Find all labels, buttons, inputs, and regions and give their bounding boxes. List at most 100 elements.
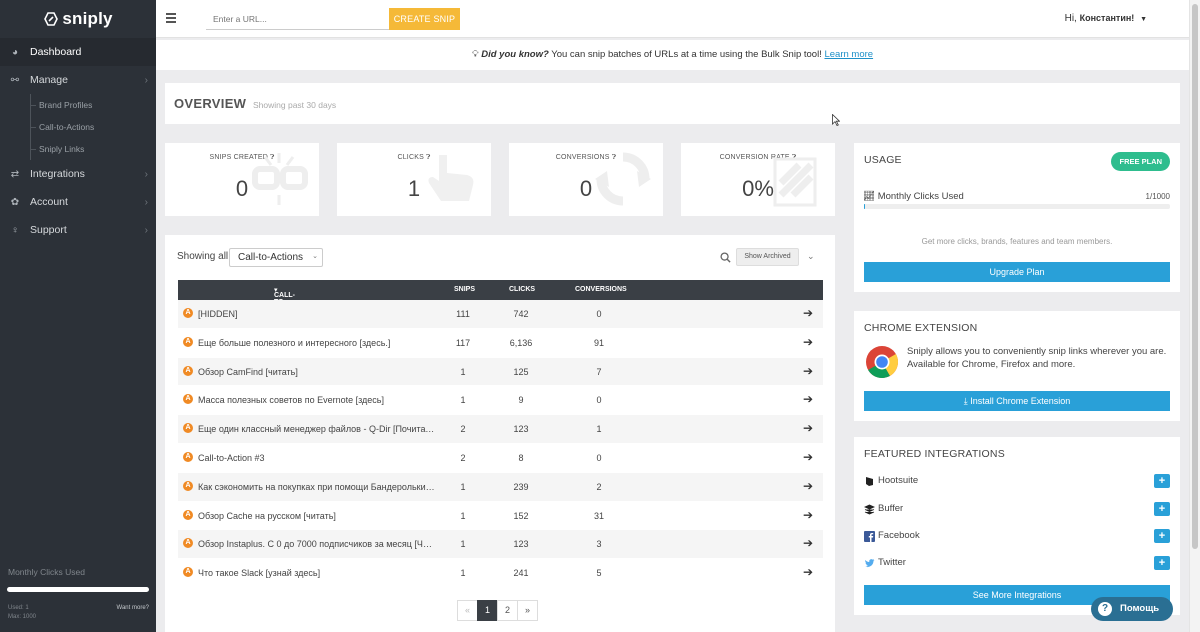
cta-snips: 1 [460,481,466,492]
column-header-conversions[interactable]: CONVERSIONS [575,286,627,293]
cta-name: Call-to-Action #3 [198,452,265,463]
arrow-right-icon[interactable]: ➔ [802,478,813,493]
cta-clicks: 8 [518,452,524,463]
cta-clicks: 123 [513,424,529,435]
scrollbar-thumb[interactable] [1192,4,1198,549]
cta-snips: 111 [456,309,470,319]
integration-hootsuite: Hootsuite + [864,474,1170,489]
create-snip-button[interactable]: CREATE SNIP [389,8,460,30]
table-row[interactable]: A Обзор CamFind [читать] 1 125 7 ➔ [178,357,823,387]
table-row[interactable]: A Еще один классный менеджер файлов - Q-… [178,415,823,444]
menu-icon[interactable] [166,13,176,25]
arrow-right-icon[interactable]: ➔ [802,449,813,464]
pagination-next[interactable]: » [517,600,538,621]
stat-title-text: CLICKS [397,154,424,161]
monthly-clicks-value: 1/1000 [1145,192,1170,201]
add-twitter-button[interactable]: + [1154,556,1170,570]
plan-badge: FREE PLAN [1111,152,1170,171]
link-icon: ⚯ [10,74,20,86]
sidebar-item-account[interactable]: ✿ Account › [0,188,156,216]
table-row[interactable]: A Обзор Instaplus. С 0 до 7000 подписчик… [178,530,823,560]
install-button-label: Install Chrome Extension [970,396,1071,406]
stat-conversions: CONVERSIONS ❓︎ 0 [509,143,663,216]
sidebar-item-dashboard[interactable]: ◕ Dashboard [0,38,156,66]
pagination-prev[interactable]: « [457,600,478,621]
sidebar-subitem-label: Sniply Links [39,144,85,154]
sidebar-subitem-call-to-actions[interactable]: Call-to-Actions [0,116,156,138]
scrollbar[interactable] [1189,0,1200,632]
arrow-right-icon[interactable]: ➔ [802,565,813,580]
table-row[interactable]: A Что такое Slack [узнай здесь] 1 241 5 … [178,559,823,588]
sniply-logo-icon [44,12,59,26]
cta-snips: 117 [455,337,471,348]
table-header: CALL-TO-ACTIONS▾ SNIPS CLICKS CONVERSION… [178,280,823,313]
table-row[interactable]: A Call-to-Action #3 2 8 0 ➔ [178,444,823,473]
arrow-right-icon[interactable]: ➔ [802,392,813,407]
arrow-right-icon[interactable]: ➔ [802,363,813,378]
sidebar-item-manage[interactable]: ⚯ Manage › [0,66,156,94]
cta-clicks: 239 [513,481,529,492]
learn-more-link[interactable]: Learn more [824,49,874,60]
table-row[interactable]: A [HIDDEN] 111 742 0 ➔ [178,300,823,329]
sniply-logo[interactable]: sniply [0,0,156,38]
question-icon[interactable]: ❓︎ [426,154,431,161]
sidebar-clicks-used: Used: 1 [8,605,29,611]
table-row[interactable]: A Масса полезных советов по Evernote [зд… [178,386,823,416]
cta-snips: 1 [460,539,466,550]
top-bar: CREATE SNIP Hi, Константин! ▼ [156,0,1189,38]
arrow-right-icon[interactable]: ➔ [802,306,813,320]
integration-label: Facebook [878,530,920,541]
arrow-right-icon[interactable]: ➔ [802,421,813,436]
greeting: Hi, [1064,13,1077,24]
arrow-right-icon[interactable]: ➔ [802,536,813,551]
arrow-right-icon[interactable]: ➔ [802,334,813,349]
cta-clicks: 6,136 [509,337,533,348]
install-chrome-extension-button[interactable]: ⤓ Install Chrome Extension [864,391,1170,411]
twitter-icon [865,559,875,568]
link-icon [252,153,308,205]
search-icon[interactable] [720,252,731,263]
column-header-cta[interactable]: CALL-TO-ACTIONS▾ [274,286,306,313]
sidebar-clicks-counts: Used: 1 Max: 1000 [8,604,36,622]
chevron-right-icon: › [144,168,148,180]
want-more-link[interactable]: Want more? [116,605,149,611]
add-hootsuite-button[interactable]: + [1154,474,1170,488]
table-row[interactable]: A Обзор Cache на русском [читать] 1 152 … [178,502,823,531]
stat-value: 0% [742,176,774,201]
column-header-snips[interactable]: SNIPS [454,286,476,293]
pagination-page-2[interactable]: 2 [497,600,518,621]
question-icon[interactable]: ❓︎ [611,154,617,161]
facebook-icon [864,531,875,542]
sidebar-item-support[interactable]: ♀ Support › [0,216,156,244]
show-archived-button[interactable]: Show Archived [736,248,799,266]
stat-clicks: CLICKS ❓︎ 1 [337,143,491,216]
usage-panel: USAGE FREE PLAN 📈︎ Monthly Clicks Used 1… [854,143,1180,292]
add-buffer-button[interactable]: + [1154,502,1170,516]
sidebar-item-integrations[interactable]: ⇄ Integrations › [0,160,156,188]
cta-filter-select[interactable]: Call-to-Actions ⌄ [229,248,323,267]
sidebar-item-label: Manage [30,74,68,86]
chevron-down-icon[interactable]: ⌄ [807,251,815,261]
stat-title: CONVERSIONS ❓︎ [509,154,663,162]
url-input[interactable] [206,8,389,30]
user-name: Константин! [1079,13,1135,23]
cta-conversions: 91 [593,337,604,348]
pagination-page-1[interactable]: 1 [477,600,498,621]
table-row[interactable]: A Как сэкономить на покупках при помощи … [178,472,823,502]
cta-clicks: 125 [513,366,529,377]
cta-conversions: 31 [593,510,604,521]
upgrade-plan-button[interactable]: Upgrade Plan [864,262,1170,282]
sidebar-subitem-brand-profiles[interactable]: Brand Profiles [0,94,156,116]
help-button[interactable]: ? Помощь [1091,597,1173,621]
swap-icon: ⇄ [10,168,20,180]
column-header-clicks[interactable]: CLICKS [509,286,536,293]
cta-badge-icon: A [183,451,193,462]
user-menu[interactable]: Hi, Константин! ▼ [1065,13,1147,24]
table-row[interactable]: A Еще больше полезного и интересного [зд… [178,329,823,358]
arrow-right-icon[interactable]: ➔ [802,507,813,522]
sidebar-subitem-sniply-links[interactable]: Sniply Links [0,138,156,160]
question-icon[interactable]: ❓︎ [270,154,275,161]
add-facebook-button[interactable]: + [1154,529,1170,543]
cta-name: [HIDDEN] [198,309,238,319]
sidebar-clicks-progress [7,587,149,592]
